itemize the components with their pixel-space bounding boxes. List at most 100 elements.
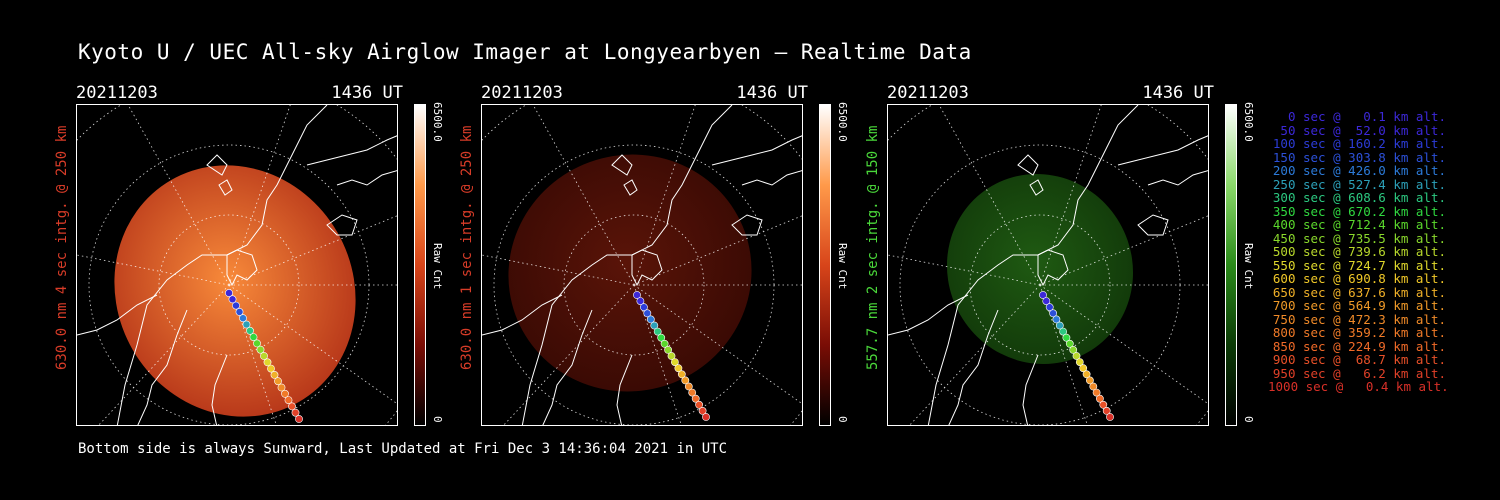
lat-lon-grid (482, 105, 802, 425)
colorbar (414, 104, 426, 426)
legend-entry: 50 sec @ 52.0 km alt. (1280, 122, 1446, 138)
trajectory-point (681, 376, 690, 385)
trajectory-point (702, 413, 710, 421)
trajectory-point (1092, 388, 1101, 397)
legend-entry: 300 sec @ 608.6 km alt. (1272, 190, 1446, 205)
trajectory-point (1042, 297, 1051, 305)
trajectory-point (664, 345, 672, 354)
trajectory-point (677, 370, 686, 379)
page-title: Kyoto U / UEC All-sky Airglow Imager at … (78, 40, 972, 64)
legend-entry: 0 sec @ 0.1 km alt. (1287, 109, 1446, 124)
trajectory-point (650, 321, 659, 330)
legend-entry: 700 sec @ 564.9 km alt. (1272, 298, 1446, 313)
legend-entry: 250 sec @ 527.4 km alt. (1272, 176, 1446, 192)
colorbar (819, 104, 831, 426)
footer-status: Bottom side is always Sunward, Last Upda… (78, 441, 728, 457)
sky-image-oval (114, 165, 356, 417)
legend-entry: 900 sec @ 68.7 km alt. (1272, 352, 1446, 367)
trajectory-point (235, 307, 244, 316)
trajectory-point (1059, 327, 1067, 336)
trajectory-point (670, 358, 679, 366)
trajectory-point (1106, 413, 1114, 421)
trajectory-point (1065, 339, 1074, 348)
trajectory-point (1075, 358, 1084, 366)
legend-entry: 350 sec @ 670.2 km alt. (1272, 203, 1446, 219)
trajectory-point (1062, 333, 1071, 342)
panel-date: 20211203 (76, 83, 158, 103)
trajectory-point (1082, 370, 1091, 379)
panel-time: 1436 UT (331, 83, 403, 103)
colorbar-max-label: 6500.0 (1242, 102, 1255, 142)
trajectory-point (1085, 376, 1094, 385)
trajectory-point (1102, 406, 1111, 415)
trajectory-point (660, 339, 669, 348)
legend-entry: 650 sec @ 637.6 km alt. (1272, 284, 1446, 300)
legend-entry: 450 sec @ 735.5 km alt. (1272, 230, 1446, 246)
legend-entry: 850 sec @ 224.9 km alt. (1272, 338, 1446, 354)
trajectory-track (1039, 291, 1114, 421)
trajectory-point (643, 309, 652, 318)
colorbar-unit-label: Raw Cnt (836, 243, 849, 290)
trajectory-point (1045, 303, 1054, 312)
trajectory-point (295, 415, 303, 423)
colorbar-min-label: 0 (431, 416, 444, 423)
trajectory-track (225, 289, 303, 423)
trajectory-point (636, 297, 645, 305)
panel-date: 20211203 (481, 83, 563, 103)
legend-entry: 150 sec @ 303.8 km alt. (1272, 149, 1446, 165)
panel-time: 1436 UT (736, 83, 808, 103)
legend-entry: 1000 sec @ 0.4 km alt. (1268, 379, 1449, 394)
colorbar-unit-label: Raw Cnt (1242, 243, 1255, 290)
legend-entry: 750 sec @ 472.3 km alt. (1272, 311, 1446, 327)
lat-lon-grid (888, 105, 1208, 425)
trajectory-point (284, 396, 293, 404)
trajectory-point (281, 389, 289, 398)
trajectory-point (270, 370, 279, 379)
legend-entry: 950 sec @ 6.2 km alt. (1272, 365, 1446, 381)
colorbar (1225, 104, 1237, 426)
trajectory-point (277, 383, 286, 392)
trajectory-point (242, 320, 251, 329)
trajectory-point (1039, 291, 1047, 299)
panel-time: 1436 UT (1142, 83, 1214, 103)
trajectory-point (698, 406, 707, 415)
trajectory-point (633, 291, 641, 299)
trajectory-point (688, 388, 697, 397)
trajectory-point (684, 382, 693, 391)
allsky-image (76, 104, 398, 426)
trajectory-point (1099, 400, 1108, 409)
trajectory-point (249, 333, 258, 341)
trajectory-point (1049, 309, 1057, 318)
sky-image-oval (508, 154, 752, 392)
legend-entry: 400 sec @ 712.4 km alt. (1272, 217, 1446, 232)
trajectory-point (267, 364, 275, 373)
trajectory-point (646, 315, 655, 324)
trajectory-point (691, 394, 700, 403)
sky-image-oval (946, 173, 1134, 365)
legend-entry: 200 sec @ 426.0 km alt. (1272, 163, 1446, 178)
trajectory-point (657, 333, 666, 342)
trajectory-point (1089, 382, 1098, 391)
imager-panel-3: 20211203 1436 UT (865, 80, 1287, 440)
trajectory-point (291, 408, 300, 417)
panel-date: 20211203 (887, 83, 969, 103)
trajectory-point (1069, 345, 1078, 354)
wavelength-label: 630.0 nm 1 sec intg. @ 250 km (459, 125, 475, 370)
trajectory-point (232, 301, 240, 310)
trajectory-point (1095, 394, 1104, 403)
trajectory-point (239, 314, 247, 323)
lat-lon-grid (77, 105, 397, 425)
trajectory-point (288, 402, 296, 411)
trajectory-point (667, 352, 676, 360)
legend-entry: 500 sec @ 739.6 km alt. (1272, 244, 1446, 259)
trajectory-point (653, 327, 662, 336)
trajectory-point (253, 339, 261, 348)
trajectory-point (274, 377, 282, 386)
trajectory-track (633, 291, 710, 421)
trajectory-point (228, 295, 237, 304)
wavelength-label: 557.7 nm 2 sec intg. @ 150 km (865, 125, 881, 370)
trajectory-point (1055, 321, 1064, 330)
trajectory-point (639, 303, 648, 312)
trajectory-point (674, 364, 683, 373)
trajectory-point (256, 345, 265, 354)
